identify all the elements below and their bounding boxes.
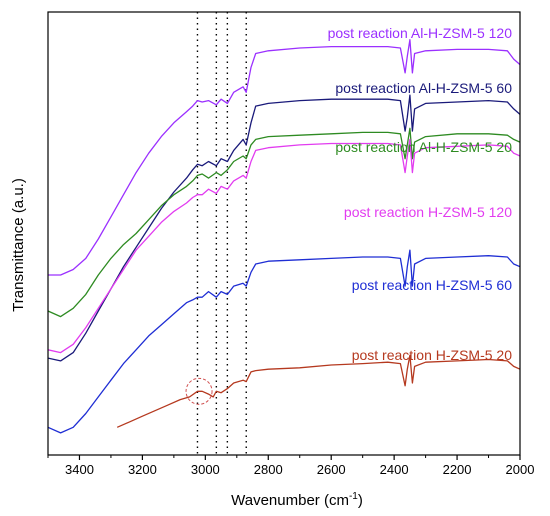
- highlight-circle: [185, 377, 213, 405]
- x-tick-label-5: 2400: [380, 462, 409, 477]
- series-labels: post reaction Al-H-ZSM-5 120 post reactio…: [328, 25, 513, 363]
- plot-frame: [47, 11, 521, 456]
- series-line-1: [48, 94, 520, 362]
- x-tick-label-4: 2600: [317, 462, 346, 477]
- axes: 3400 3200 3000 2800 2600 2400 2200 2000: [47, 11, 535, 477]
- x-tick-label-1: 3200: [128, 462, 157, 477]
- series-label-2: post reaction Al-H-ZSM-5 20: [335, 139, 512, 155]
- x-tick-label-2: 3000: [191, 462, 220, 477]
- x-tick-label-6: 2200: [443, 462, 472, 477]
- series-label-4: post reaction H-ZSM-5 60: [352, 277, 512, 293]
- series-label-0: post reaction Al-H-ZSM-5 120: [328, 25, 513, 41]
- x-tick-label-3: 2800: [254, 462, 283, 477]
- x-tick-label-0: 3400: [65, 462, 94, 477]
- series-layer: [48, 39, 520, 434]
- y-axis-label: Transmittance (a.u.): [10, 178, 27, 312]
- reference-lines: [196, 12, 247, 455]
- x-tick-label-7: 2000: [506, 462, 535, 477]
- series-line-4: [48, 249, 520, 434]
- series-label-1: post reaction Al-H-ZSM-5 60: [335, 80, 512, 96]
- series-line-5: [116, 354, 520, 428]
- series-line-3: [48, 138, 520, 354]
- series-label-5: post reaction H-ZSM-5 20: [352, 347, 512, 363]
- series-label-3: post reaction H-ZSM-5 120: [344, 204, 512, 220]
- series-line-2: [48, 127, 520, 318]
- x-axis-label: Wavenumber (cm-1): [231, 491, 363, 509]
- series-line-0: [48, 39, 520, 276]
